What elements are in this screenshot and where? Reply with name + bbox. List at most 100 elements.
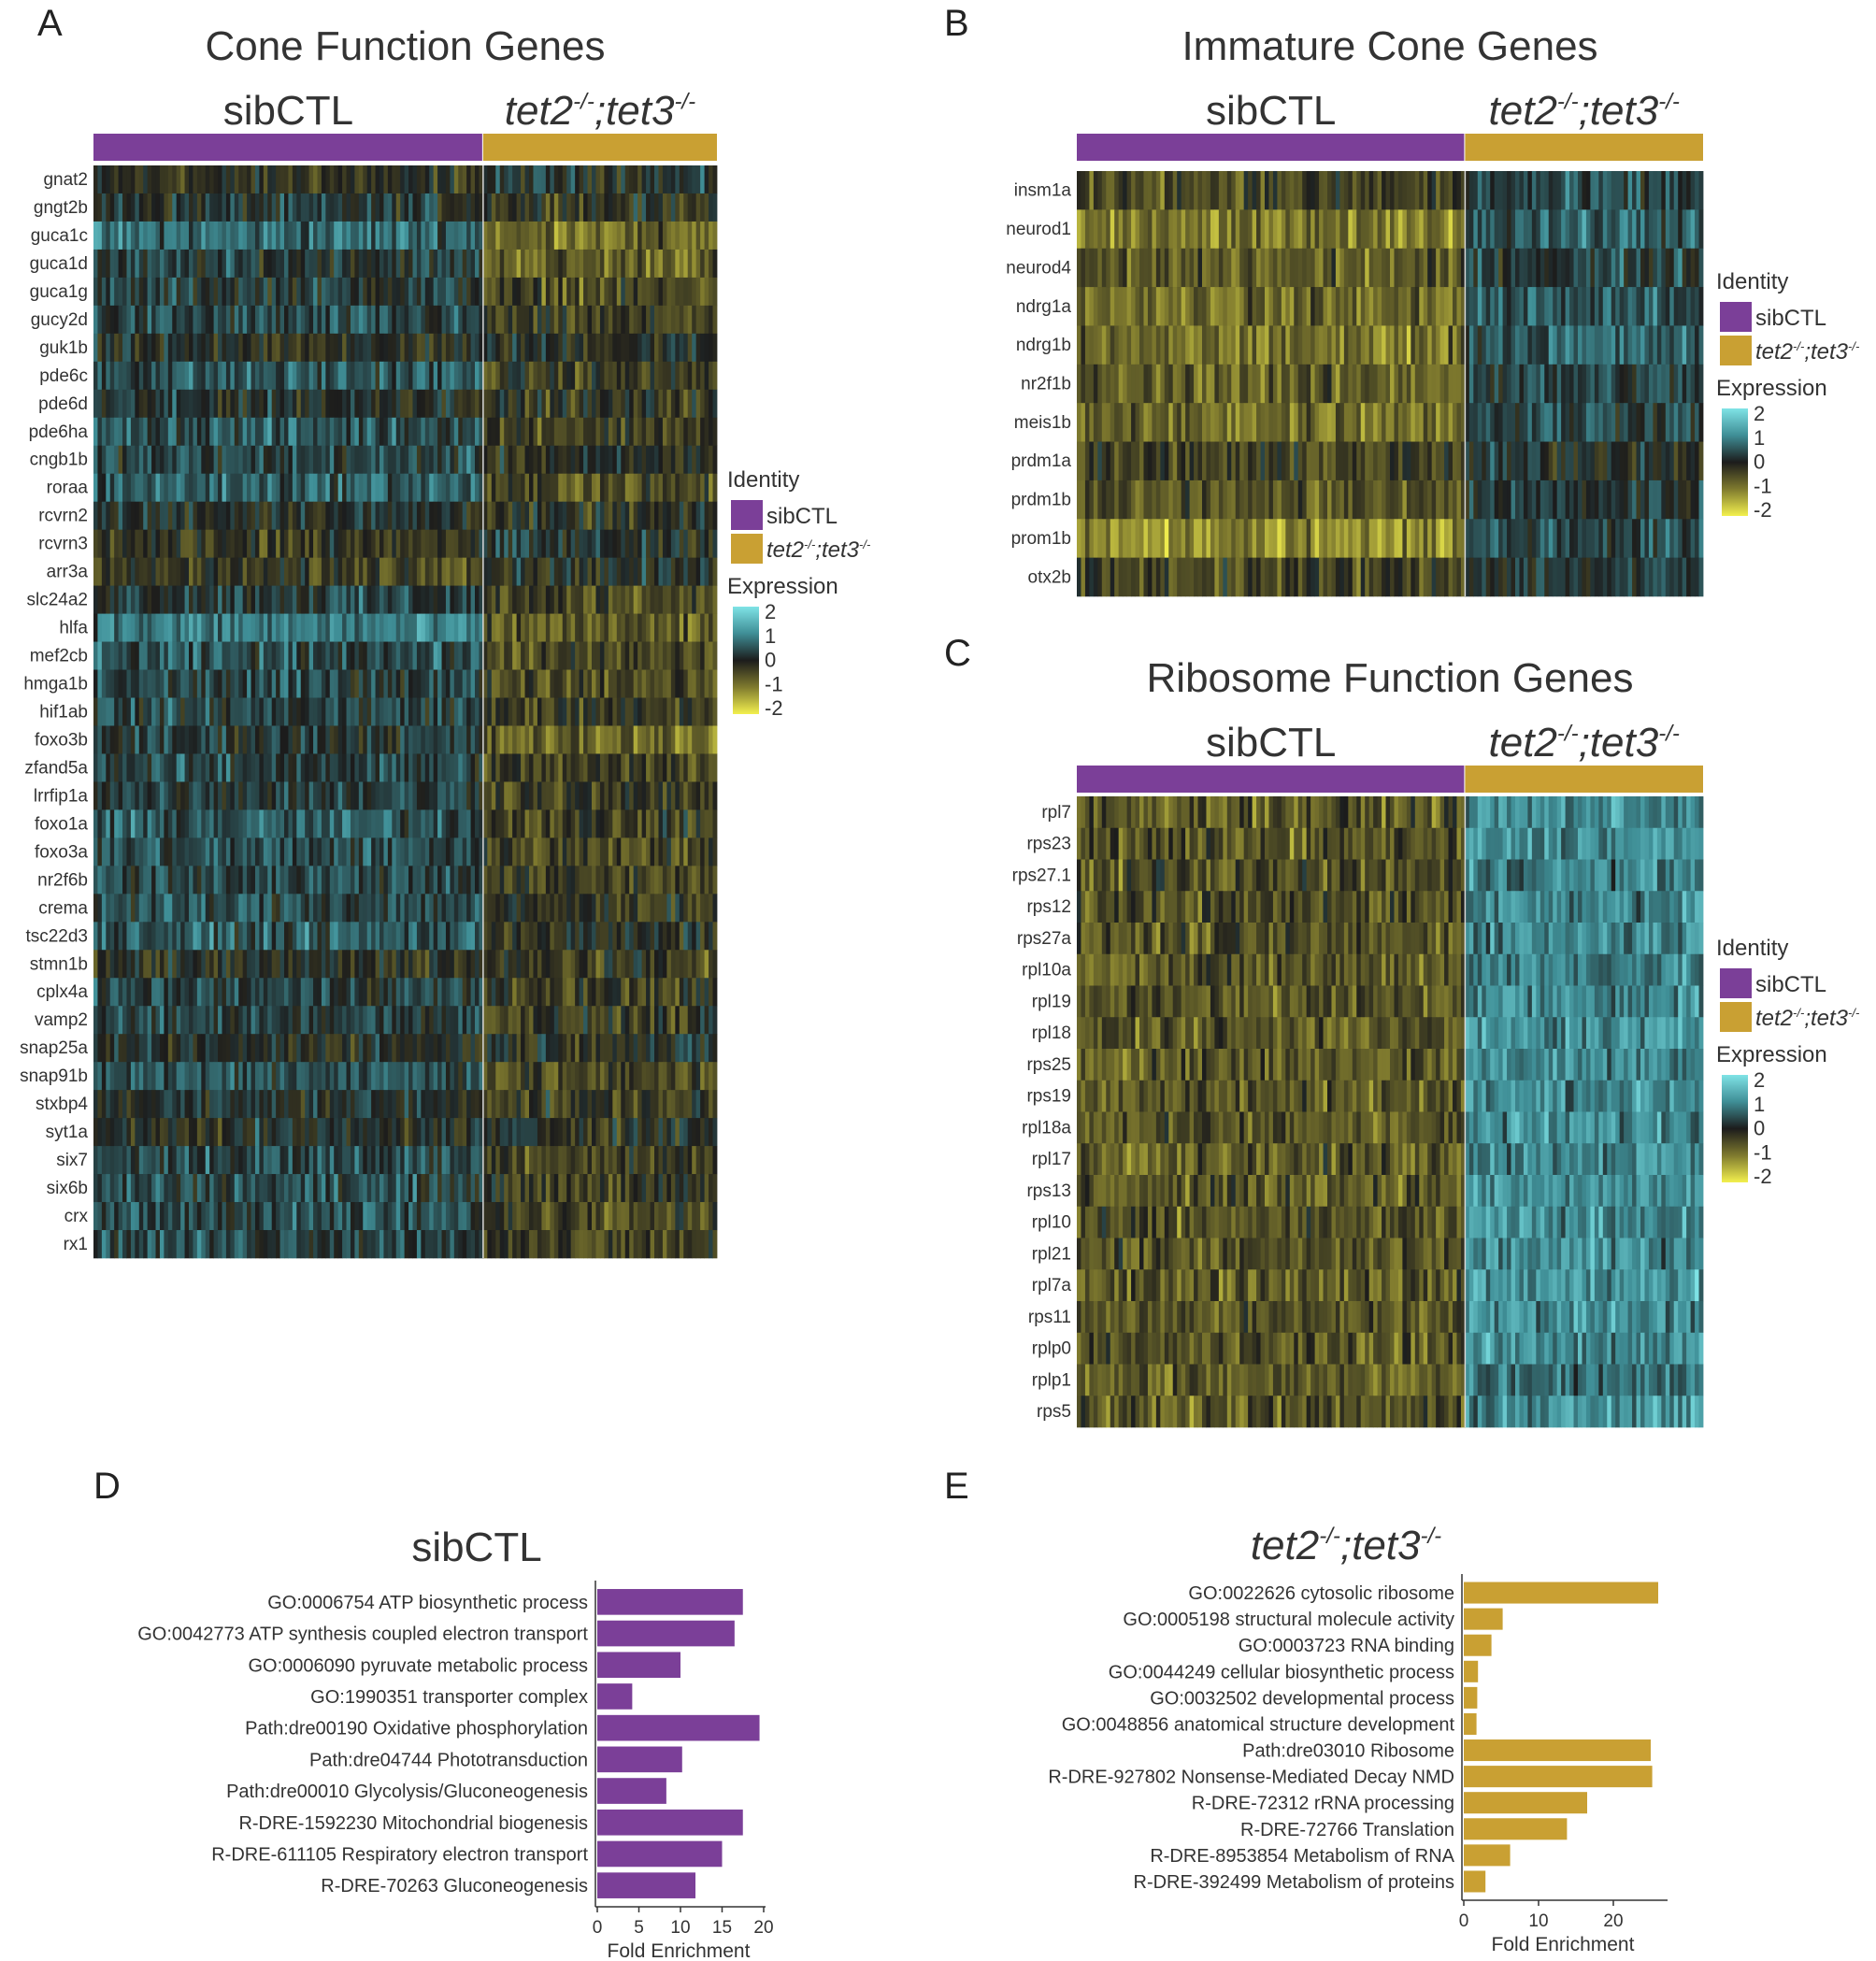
expression-legend-title: Expression — [1716, 376, 1827, 401]
category-label: Path:dre00190 Oxidative phosphorylation — [245, 1719, 588, 1739]
heatmap-title: Cone Function Genes — [205, 23, 605, 69]
group-bar-sibctl — [1077, 134, 1465, 161]
category-label: GO:0032502 developmental process — [1150, 1688, 1454, 1709]
bar-chart-title: sibCTL — [411, 1524, 541, 1570]
expression-tick: 1 — [1754, 1093, 1765, 1116]
heatmap-row — [1077, 557, 1704, 597]
legend-swatch-sibctl — [731, 500, 763, 530]
bar — [597, 1714, 760, 1741]
expression-tick: 0 — [1754, 1117, 1765, 1140]
gene-label: prdm1b — [1011, 491, 1071, 510]
heatmap-row — [1077, 1111, 1704, 1144]
heatmap-row — [93, 305, 718, 335]
x-tick-label: 10 — [1528, 1911, 1548, 1931]
heatmap-row — [1077, 1301, 1704, 1334]
gene-label: rps27a — [1017, 929, 1072, 949]
gene-label: rps27.1 — [1012, 866, 1071, 885]
bar — [1464, 1634, 1492, 1656]
gene-label: rplp1 — [1032, 1370, 1071, 1390]
heatmap-row — [1077, 859, 1704, 892]
bar — [1464, 1739, 1651, 1762]
heatmap-row — [1077, 287, 1704, 326]
bar — [597, 1746, 682, 1773]
gene-label: rcvrn2 — [38, 507, 88, 526]
gene-label: ndrg1a — [1016, 297, 1072, 317]
legend-swatch-sibctl — [1720, 968, 1752, 998]
gene-label: foxo3a — [35, 842, 88, 862]
panel-label-d: D — [93, 1466, 121, 1507]
expression-tick: 2 — [1754, 402, 1765, 425]
gene-label: rpl18a — [1022, 1118, 1071, 1138]
heatmap-row — [1077, 1175, 1704, 1208]
heatmap-row — [93, 1034, 718, 1063]
gene-label: rps19 — [1026, 1087, 1071, 1107]
gene-label: rpl7 — [1041, 803, 1071, 823]
gene-label: lrrfip1a — [34, 786, 89, 806]
bar — [1464, 1870, 1486, 1893]
heatmap-row — [93, 1118, 718, 1147]
heatmap-row — [93, 221, 718, 250]
heatmap-row — [1077, 325, 1704, 365]
heatmap-row — [93, 1090, 718, 1119]
gene-label: gucy2d — [31, 310, 88, 330]
heatmap-row — [1077, 1017, 1704, 1050]
heatmap-row — [93, 501, 718, 530]
gene-label: mef2cb — [30, 647, 88, 666]
heatmap-row — [93, 837, 718, 866]
heatmap-row — [1077, 1080, 1704, 1112]
heatmap-row — [93, 809, 718, 838]
bar — [597, 1620, 735, 1647]
gene-label: rx1 — [64, 1235, 88, 1254]
heatmap-row — [93, 1174, 718, 1203]
bar-panel-d: sibCTL GO:0006754 ATP biosynthetic proces… — [137, 1524, 773, 1961]
x-tick-label: 0 — [593, 1918, 603, 1938]
heatmap-row — [93, 978, 718, 1007]
gene-label: rps13 — [1026, 1181, 1071, 1201]
gene-label: rpl19 — [1032, 992, 1071, 1011]
heatmap-row — [93, 389, 718, 419]
legend-swatch-sibctl — [1720, 302, 1752, 332]
legend-swatch-tet — [731, 534, 763, 564]
gene-label: prom1b — [1011, 529, 1071, 549]
heatmap-row — [1077, 364, 1704, 404]
gene-label: guca1c — [31, 226, 88, 246]
category-label: R-DRE-927802 Nonsense-Mediated Decay NMD — [1048, 1768, 1454, 1788]
heatmap-row — [93, 950, 718, 979]
heatmap-row — [1077, 1269, 1704, 1302]
heatmap-panel-b: Immature Cone Genes sibCTL tet2-/-;tet3-/-… — [1006, 23, 1860, 597]
expression-tick: 0 — [1754, 451, 1765, 474]
identity-legend-title: Identity — [1716, 936, 1788, 961]
category-label: Path:dre00010 Glycolysis/Gluconeogenesis — [226, 1782, 588, 1802]
gene-label: rpl17 — [1032, 1150, 1071, 1169]
group-label-sibctl: sibCTL — [223, 88, 353, 134]
category-label: R-DRE-72312 rRNA processing — [1192, 1794, 1454, 1814]
category-label: R-DRE-70263 Gluconeogenesis — [321, 1876, 588, 1897]
category-label: R-DRE-1592230 Mitochondrial biogenesis — [238, 1813, 588, 1834]
category-label: GO:0044249 cellular biosynthetic process — [1109, 1662, 1454, 1682]
legend-swatch-tet — [1720, 1002, 1752, 1032]
heatmap-row — [1077, 1049, 1704, 1081]
group-label-sibctl: sibCTL — [1206, 88, 1336, 134]
heatmap-cells — [1077, 171, 1704, 597]
heatmap-title: Immature Cone Genes — [1181, 23, 1597, 69]
legend-label-sibctl: sibCTL — [1755, 306, 1826, 331]
heatmap-cells — [93, 165, 718, 1259]
gene-label: neurod1 — [1006, 220, 1071, 239]
category-label: R-DRE-8953854 Metabolism of RNA — [1150, 1846, 1454, 1867]
gene-label: stmn1b — [30, 954, 88, 974]
gene-label: cngb1b — [30, 451, 88, 470]
panel-label-e: E — [944, 1466, 969, 1507]
group-bar-tet — [1465, 766, 1703, 793]
expression-colorbar — [1722, 408, 1748, 516]
x-axis-label: Fold Enrichment — [608, 1940, 751, 1961]
heatmap-row — [1077, 480, 1704, 520]
gene-label: hif1ab — [39, 703, 88, 723]
gene-label: pde6ha — [29, 422, 89, 442]
heatmap-row — [93, 1202, 718, 1231]
bar-chart-title: tet2-/-;tet3-/- — [1251, 1523, 1441, 1568]
gene-label: six6b — [47, 1179, 88, 1198]
bar — [1464, 1818, 1568, 1840]
heatmap-row — [93, 277, 718, 307]
gene-label: gnat2 — [43, 170, 88, 190]
